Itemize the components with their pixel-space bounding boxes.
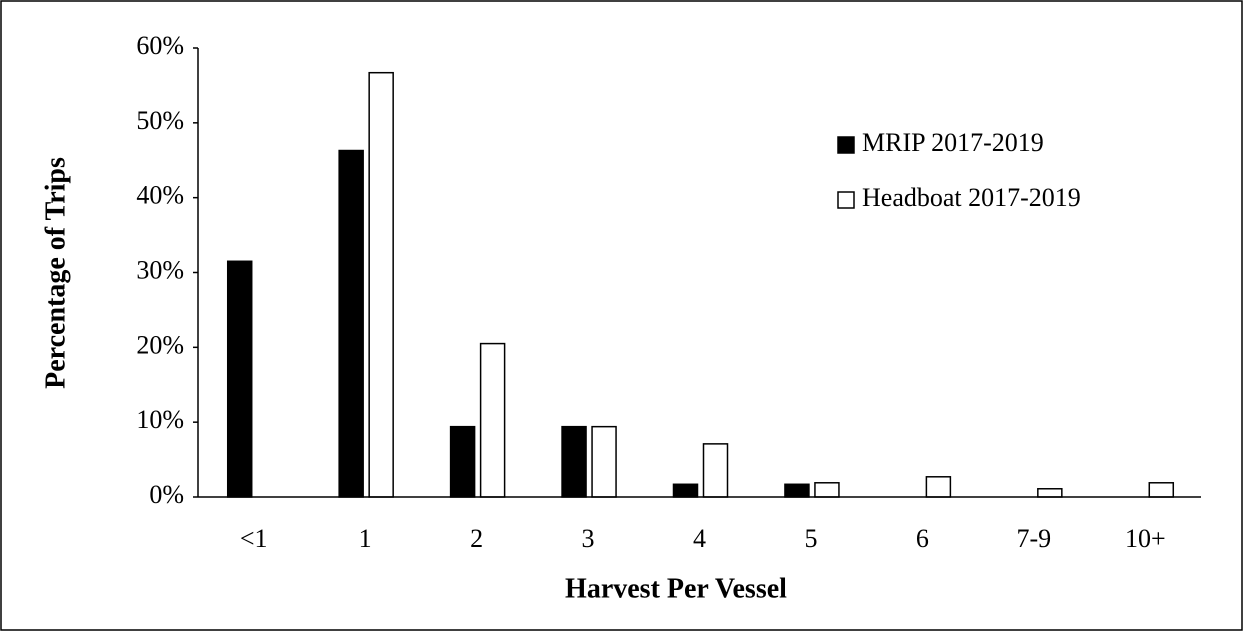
legend-label: MRIP 2017-2019 <box>862 128 1044 157</box>
y-tick-label: 0% <box>149 480 184 509</box>
x-tick-label: 7-9 <box>1016 524 1051 553</box>
x-tick-label: 4 <box>693 524 706 553</box>
legend-swatch <box>837 136 855 154</box>
bar <box>591 425 617 498</box>
y-tick-label: 10% <box>136 405 184 434</box>
bar <box>338 149 364 498</box>
x-tick-label: 1 <box>359 524 372 553</box>
x-tick-label: 2 <box>470 524 483 553</box>
y-axis-title: Percentage of Trips <box>40 157 71 389</box>
x-tick-label: <1 <box>240 524 268 553</box>
bar <box>1148 482 1175 498</box>
x-axis-title: Harvest Per Vessel <box>565 573 787 604</box>
legend-swatch <box>837 191 855 209</box>
bar <box>1037 488 1063 498</box>
bar <box>449 425 476 498</box>
legend-label: Headboat 2017-2019 <box>862 183 1081 212</box>
bar <box>226 260 253 498</box>
bar <box>561 425 587 498</box>
y-tick-label: 30% <box>136 255 184 284</box>
y-tick-label: 60% <box>136 31 184 60</box>
bar <box>672 483 699 498</box>
bar <box>925 476 952 498</box>
x-tick-label: 6 <box>916 524 929 553</box>
y-tick-label: 50% <box>136 106 184 135</box>
y-tick-label: 20% <box>136 330 184 359</box>
x-tick-label: 3 <box>582 524 595 553</box>
y-tick-label: 40% <box>136 181 184 210</box>
bar <box>784 483 810 498</box>
bar <box>814 482 840 498</box>
x-tick-label: 10+ <box>1125 524 1166 553</box>
bar <box>479 342 506 498</box>
bar <box>702 443 729 498</box>
x-tick-label: 5 <box>804 524 817 553</box>
bar <box>368 71 394 498</box>
